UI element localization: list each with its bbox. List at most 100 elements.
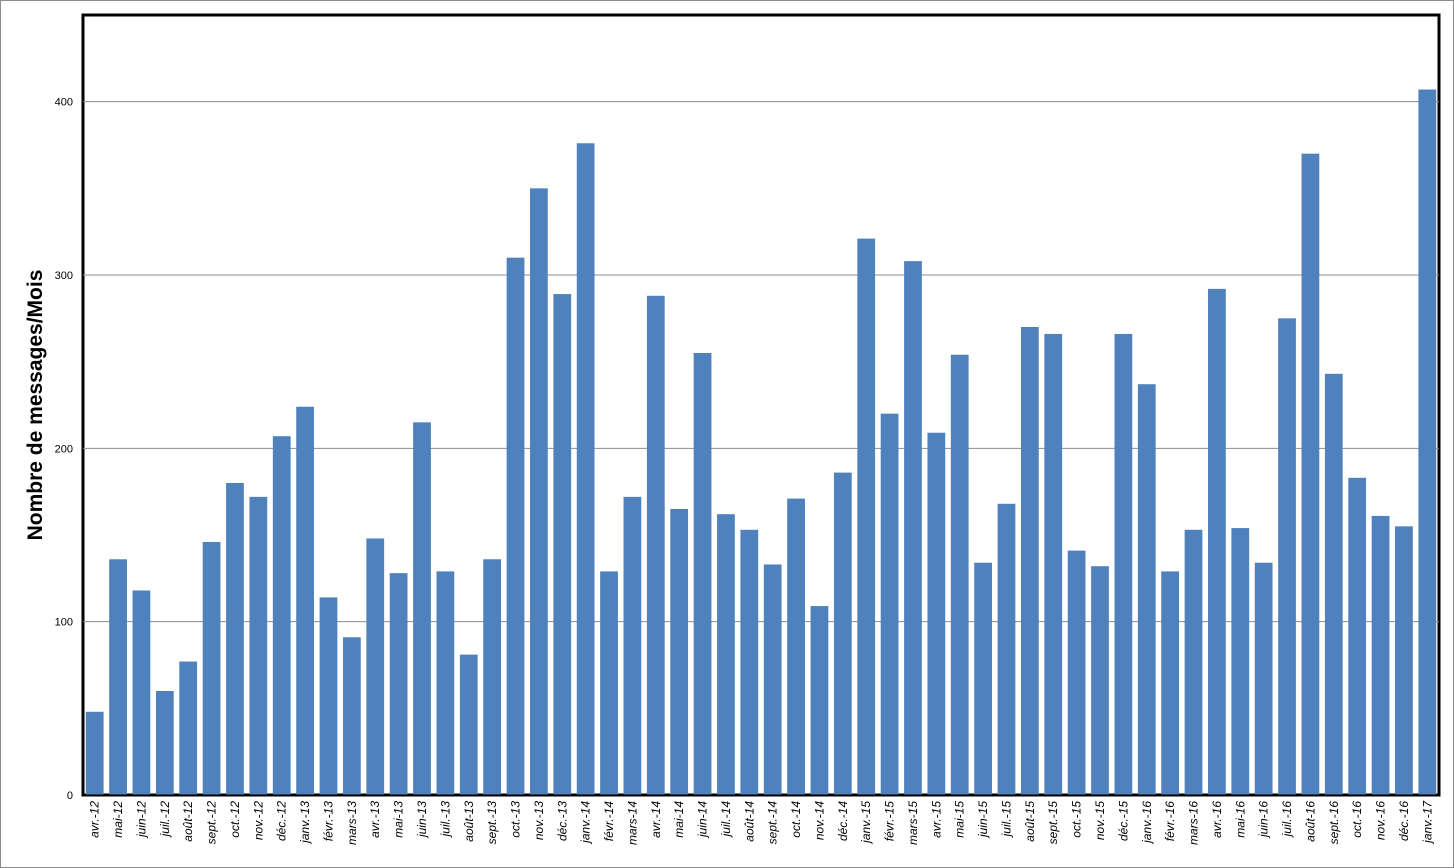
bar	[319, 597, 338, 795]
bar	[459, 654, 478, 795]
bar	[763, 564, 782, 795]
x-tick-label: févr.-13	[321, 801, 335, 842]
x-tick-label: avr.-16	[1210, 801, 1224, 838]
bar	[553, 294, 572, 795]
y-tick-label: 200	[55, 443, 73, 455]
bar	[1324, 373, 1343, 795]
x-tick-label: janv.-15	[859, 801, 873, 845]
bar	[1254, 562, 1273, 795]
x-tick-label: févr.-15	[883, 801, 897, 842]
x-tick-label: mai-13	[392, 801, 406, 838]
bar	[600, 571, 618, 795]
x-tick-label: juin-12	[134, 801, 148, 839]
y-tick-label: 400	[55, 97, 73, 109]
x-tick-label: avr.-15	[929, 801, 943, 838]
x-tick-label: déc.-14	[836, 801, 850, 841]
bar	[389, 573, 408, 795]
bar	[693, 353, 712, 795]
bar	[857, 238, 876, 796]
x-tick-label: mai-14	[672, 801, 686, 838]
bar	[530, 188, 548, 796]
bar	[179, 661, 198, 795]
x-tick-label: août-15	[1023, 801, 1037, 842]
x-tick-label: août-14	[742, 801, 756, 842]
x-tick-label: mars-15	[906, 801, 920, 845]
x-tick-label: juil.-13	[438, 801, 452, 839]
bar	[1114, 333, 1133, 795]
x-tick-label: juil.-14	[719, 801, 733, 839]
x-tick-label: nov.-14	[812, 801, 826, 840]
x-tick-label: oct.-16	[1350, 801, 1364, 838]
y-axis-tick-labels: 0 100 200 300 400	[55, 97, 73, 802]
bar	[1184, 529, 1203, 795]
bar	[109, 559, 127, 795]
x-tick-label: sept.-16	[1327, 801, 1341, 845]
bar	[1044, 333, 1063, 795]
bar	[904, 261, 922, 796]
bar	[1395, 526, 1413, 795]
bar	[202, 541, 221, 795]
x-tick-label: déc.-15	[1116, 801, 1130, 841]
bar	[1020, 327, 1039, 795]
bar	[1301, 153, 1320, 795]
bar	[623, 496, 642, 795]
bar	[646, 295, 665, 795]
bar	[1137, 384, 1156, 795]
x-tick-label: juin-15	[976, 801, 990, 839]
bar	[155, 691, 174, 795]
x-tick-label: juin-13	[415, 801, 429, 839]
x-tick-label: janv.-17	[1420, 800, 1434, 845]
x-tick-label: mai-12	[111, 801, 125, 838]
bar	[1231, 528, 1250, 795]
bar	[85, 711, 104, 795]
x-tick-label: avr.-12	[88, 801, 102, 838]
bar	[1371, 515, 1390, 795]
bar	[272, 436, 291, 795]
x-tick-label: oct.-13	[509, 801, 523, 838]
y-tick-label: 0	[67, 790, 73, 802]
x-tick-label: déc.-12	[275, 801, 289, 841]
x-tick-label: mars-16	[1187, 801, 1201, 845]
bar	[342, 637, 361, 795]
bar	[1348, 477, 1367, 795]
bar	[833, 472, 852, 795]
x-tick-label: juil.-12	[158, 801, 172, 839]
bar	[717, 514, 735, 795]
bar	[950, 354, 969, 795]
x-tick-label: sept.-12	[205, 801, 219, 845]
x-axis-tick-labels: avr.-12 mai-12 juin-12 juil.-12 août-12 sept.…	[88, 800, 1435, 845]
bar	[249, 496, 268, 795]
x-tick-label: avr.-13	[368, 801, 382, 838]
bar	[1091, 566, 1109, 795]
bar	[436, 571, 455, 795]
bar	[997, 503, 1016, 795]
bar	[670, 509, 689, 795]
x-tick-label: janv.-13	[298, 801, 312, 845]
x-tick-label: mars-14	[625, 801, 639, 845]
x-tick-label: nov.-16	[1374, 801, 1388, 840]
x-tick-label: déc.-16	[1397, 801, 1411, 841]
bar	[927, 432, 946, 795]
x-tick-label: mars-13	[345, 801, 359, 845]
bar	[740, 529, 759, 795]
bar	[1418, 89, 1437, 796]
bar	[132, 590, 151, 795]
x-tick-label: juin-16	[1257, 801, 1271, 839]
x-tick-label: nov.-12	[251, 801, 265, 840]
x-tick-label: déc.-13	[555, 801, 569, 841]
bar	[413, 422, 431, 795]
x-tick-label: juin-14	[696, 801, 710, 839]
x-tick-label: nov.-13	[532, 801, 546, 840]
bar	[810, 606, 829, 795]
x-tick-label: févr.-14	[602, 801, 616, 842]
bars	[85, 89, 1437, 796]
x-tick-label: août-16	[1303, 801, 1317, 842]
x-tick-label: févr.-16	[1163, 801, 1177, 842]
bar	[787, 498, 805, 795]
bar	[576, 143, 595, 795]
y-tick-label: 100	[55, 617, 73, 629]
bar	[880, 413, 899, 795]
x-tick-label: janv.-16	[1140, 801, 1154, 845]
